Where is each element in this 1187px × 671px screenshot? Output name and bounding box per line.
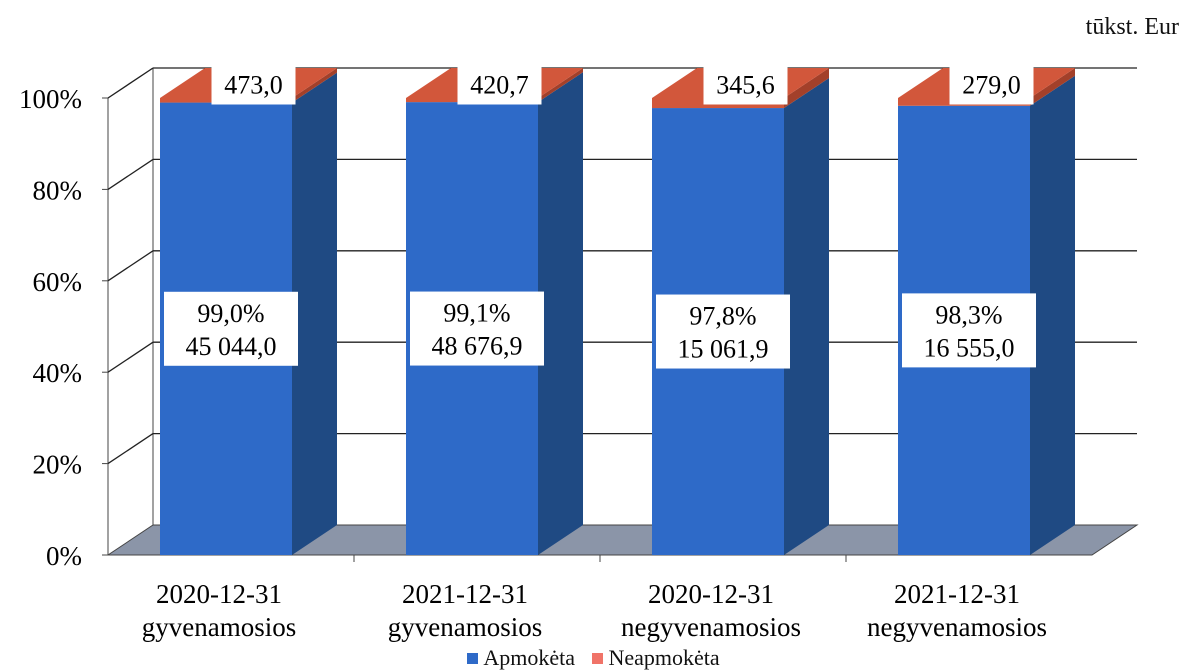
legend-item-apmoketa: Apmokėta [467,647,575,669]
bar-apmoketa-4-label-line-2: 16 555,0 [924,333,1015,362]
bar-apmoketa-3-side [784,78,829,555]
bar-neapmoketa-4-label-box [949,63,1034,105]
y-tick-label-3: 60% [33,267,83,297]
bar-neapmoketa-4-side [1030,68,1075,106]
bar-neapmoketa-3-side [784,68,829,109]
x-label-2-line-1: 2021-12-31 [402,579,528,609]
bar-neapmoketa-1-label-line-1: 473,0 [224,71,283,100]
bar-apmoketa-2-label-line-2: 48 676,9 [432,332,523,361]
bar-apmoketa-1-side [292,72,337,555]
legend-swatch-neapmoketa [592,653,604,664]
bar-neapmoketa-1-side [292,68,337,103]
x-axis-labels: 2020-12-31gyvenamosios2021-12-31gyvenamo… [142,555,1047,642]
bar-neapmoketa-4-label-line-1: 279,0 [962,71,1021,100]
bar-apmoketa-4-side [1030,75,1075,556]
gridline-side-3 [107,250,154,282]
gridline-side-1 [107,433,154,465]
bar-neapmoketa-2-label-box [457,63,542,105]
bar-neapmoketa-2-label-line-1: 420,7 [470,71,529,100]
x-label-3-line-2: negyvenamosios [621,612,801,642]
gridline-side-2 [107,341,154,373]
legend-swatch-apmoketa [467,653,479,664]
bar-apmoketa-1-label-box [164,291,298,366]
y-tick-label-5: 100% [19,84,82,114]
unit-label: tūkst. Eur [1085,14,1179,40]
y-axis-ticks: 0% 20% 40% 60% 80% 100% [19,84,108,571]
bar-apmoketa-3-label-box [656,294,790,369]
bar-apmoketa-4-label-box [902,293,1036,368]
bar-apmoketa-1-label-line-2: 45 044,0 [186,332,277,361]
legend: Apmokėta Neapmokėta [0,647,1187,669]
x-label-2-line-2: gyvenamosios [388,612,543,642]
x-label-1-line-2: gyvenamosios [142,612,297,642]
bar-neapmoketa-3-label-box [703,63,788,105]
bar-apmoketa-2-label-box [410,291,544,366]
y-tick-label-4: 80% [33,175,83,205]
bar-apmoketa-2-label-line-1: 99,1% [443,299,510,328]
bar-apmoketa-3-label-line-1: 97,8% [689,302,756,331]
legend-label-neapmoketa: Neapmokėta [608,645,720,670]
bar-neapmoketa-1-label-box [211,63,296,105]
y-tick-label-1: 20% [33,450,83,480]
bar-neapmoketa-2-side [538,68,583,103]
x-label-1-line-1: 2020-12-31 [156,579,282,609]
bar-apmoketa-1-label-line-1: 99,0% [197,299,264,328]
y-tick-label-2: 40% [33,358,83,388]
legend-label-apmoketa: Apmokėta [483,645,575,670]
y-tick-label-0: 0% [46,541,82,571]
x-label-4-line-1: 2021-12-31 [894,579,1020,609]
bars: 99,0% 45 044,0 473,0 99,1% 48 676,9 420,7 97,8… [160,63,1075,556]
gridline-side-4 [107,158,154,190]
x-label-4-line-2: negyvenamosios [867,612,1047,642]
bar-apmoketa-2-side [538,72,583,555]
bar-apmoketa-4-label-line-1: 98,3% [935,300,1002,329]
bar-neapmoketa-3-label-line-1: 345,6 [716,71,775,100]
x-label-3-line-1: 2020-12-31 [648,579,774,609]
legend-item-neapmoketa: Neapmokėta [592,645,720,670]
bar-apmoketa-3-label-line-2: 15 061,9 [678,335,769,364]
gridline-side-5 [107,67,154,99]
